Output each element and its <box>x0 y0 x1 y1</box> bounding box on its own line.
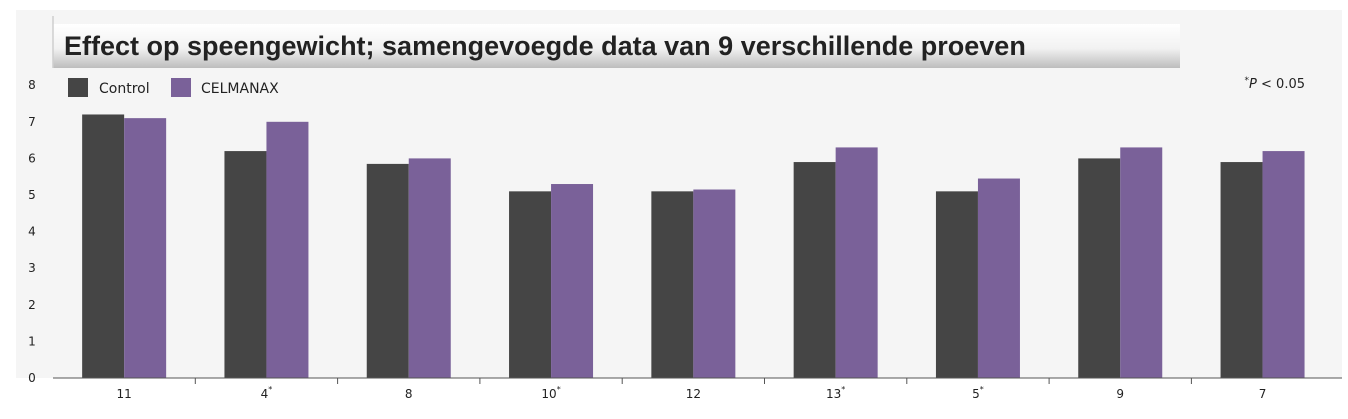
x-tick-label: 8 <box>405 387 413 401</box>
y-tick-label: 2 <box>28 298 36 312</box>
y-tick-label: 6 <box>28 151 36 165</box>
x-tick-label: 12 <box>686 387 701 401</box>
title-banner <box>53 24 1180 68</box>
x-tick-label: 13* <box>826 385 845 401</box>
bar-control-7 <box>1078 158 1121 378</box>
legend-swatch-celmanax <box>171 78 191 97</box>
x-tick-label: 5* <box>972 385 984 401</box>
bar-celmanax-3 <box>551 184 594 378</box>
y-tick-label: 4 <box>28 225 36 239</box>
y-tick-label: 7 <box>28 115 36 129</box>
bar-celmanax-6 <box>977 178 1020 378</box>
chart-title: Effect op speengewicht; samengevoegde da… <box>64 31 1026 61</box>
y-tick-label: 5 <box>28 188 36 202</box>
x-tick-label: 9 <box>1116 387 1124 401</box>
x-axis-ticks: 11 4* 8 10* 12 13* 5* 9 7 <box>117 378 1267 401</box>
x-tick-label: 7 <box>1259 387 1267 401</box>
legend-label-celmanax: CELMANAX <box>201 81 279 97</box>
bar-control-0 <box>82 114 125 378</box>
legend-label-control: Control <box>99 81 150 97</box>
bar-celmanax-8 <box>1262 151 1305 378</box>
bar-celmanax-1 <box>266 121 309 379</box>
legend: Control CELMANAX <box>68 78 279 97</box>
y-axis-ticks: 0 1 2 3 4 5 6 7 8 <box>28 78 36 385</box>
x-tick-label: 11 <box>117 387 132 401</box>
bar-celmanax-7 <box>1120 147 1163 378</box>
bar-celmanax-4 <box>693 189 736 378</box>
y-tick-label: 0 <box>28 371 36 385</box>
x-tick-label: 4* <box>261 385 273 401</box>
bar-control-3 <box>509 191 552 378</box>
y-tick-label: 8 <box>28 78 36 92</box>
bar-control-2 <box>366 163 409 378</box>
bar-control-1 <box>224 151 267 378</box>
bars <box>82 114 1305 379</box>
y-tick-label: 3 <box>28 261 36 275</box>
legend-swatch-control <box>68 78 88 97</box>
bar-control-6 <box>935 191 978 378</box>
bar-control-4 <box>651 191 694 378</box>
bar-control-5 <box>793 162 836 378</box>
significance-note: *P < 0.05 <box>1245 76 1305 92</box>
bar-celmanax-0 <box>124 118 167 378</box>
x-tick-label: 10* <box>541 385 560 401</box>
bar-celmanax-5 <box>835 147 878 378</box>
bar-celmanax-2 <box>408 158 451 378</box>
y-tick-label: 1 <box>28 334 36 348</box>
bar-control-8 <box>1220 162 1263 378</box>
